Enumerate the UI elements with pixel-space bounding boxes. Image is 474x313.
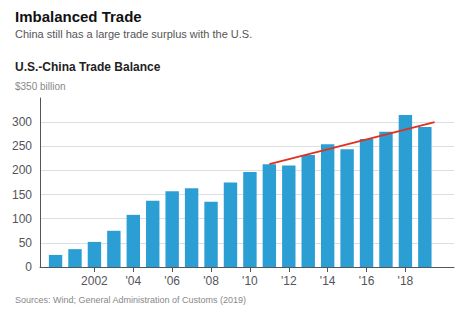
svg-text:'04: '04 <box>125 274 141 288</box>
svg-text:2002: 2002 <box>81 274 108 288</box>
svg-text:'14: '14 <box>320 274 336 288</box>
svg-text:U.S.-China Trade Balance: U.S.-China Trade Balance <box>15 60 161 74</box>
svg-text:$350 billion: $350 billion <box>15 81 66 92</box>
svg-text:200: 200 <box>12 163 32 177</box>
svg-text:150: 150 <box>12 188 32 202</box>
svg-text:'06: '06 <box>164 274 180 288</box>
svg-text:'10: '10 <box>242 274 258 288</box>
svg-text:0: 0 <box>25 260 32 274</box>
svg-text:China still has a large trade: China still has a large trade surplus wi… <box>15 28 252 40</box>
svg-text:Imbalanced Trade: Imbalanced Trade <box>15 8 142 25</box>
svg-text:'16: '16 <box>359 274 375 288</box>
svg-text:250: 250 <box>12 139 32 153</box>
svg-text:50: 50 <box>19 236 33 250</box>
svg-text:'18: '18 <box>398 274 414 288</box>
svg-text:300: 300 <box>12 115 32 129</box>
svg-text:'08: '08 <box>203 274 219 288</box>
svg-text:100: 100 <box>12 212 32 226</box>
svg-text:'12: '12 <box>281 274 297 288</box>
svg-text:Sources: Wind; General Adminis: Sources: Wind; General Administration of… <box>15 295 246 305</box>
